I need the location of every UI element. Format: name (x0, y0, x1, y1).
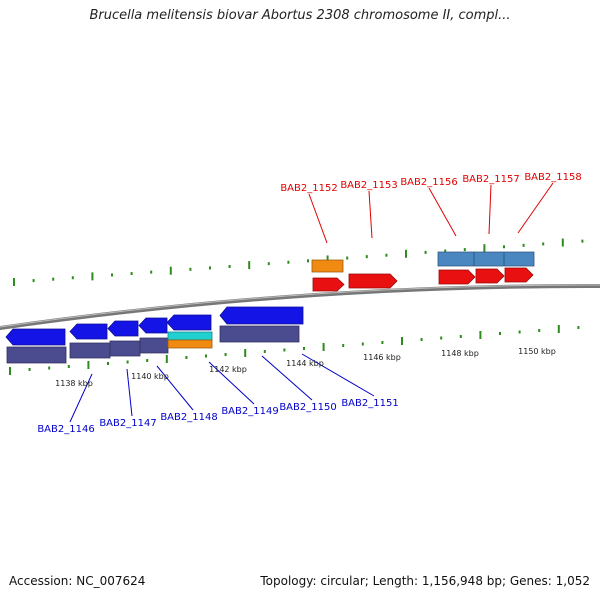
accession-text: Accession: NC_007624 (9, 574, 146, 588)
bottom-leader-line (208, 361, 255, 405)
gene-label-bottom: BAB2_1148 (160, 412, 217, 423)
gene-label-top: BAB2_1157 (462, 174, 519, 185)
red-gene-arrow (504, 267, 534, 283)
purple-gene-box (69, 342, 111, 359)
bottom-leader-line (126, 368, 133, 417)
lower-tick-track (9, 325, 580, 375)
top-leader-line (428, 187, 457, 237)
top-leader-line (517, 182, 554, 234)
gene-label-top: BAB2_1156 (400, 177, 457, 188)
kbp-label: 1138 kbp (55, 379, 93, 388)
orange-gene-box (167, 339, 213, 349)
gene-label-bottom: BAB2_1150 (279, 402, 336, 413)
purple-gene-box (6, 346, 67, 364)
red-gene-arrow (348, 273, 398, 289)
label-leader-lines (69, 182, 554, 423)
axis-line (0, 283, 600, 330)
blue-gene-arrow (69, 323, 108, 340)
map-title: Brucella melitensis biovar Abortus 2308 … (89, 8, 511, 23)
kbp-label: 1148 kbp (441, 349, 479, 358)
bottom-leader-line (69, 373, 93, 423)
blue-gene-arrow (166, 314, 212, 331)
bottom-leader-line (261, 355, 313, 401)
blue-gene-arrow (5, 328, 66, 346)
red-gene-arrow (312, 277, 345, 292)
kbp-label: 1144 kbp (286, 359, 324, 368)
gene-features (5, 251, 535, 364)
gene-label-top: BAB2_1153 (340, 180, 397, 191)
red-gene-arrow (475, 268, 505, 284)
bottom-leader-line (156, 365, 194, 411)
chromosome-axis (0, 283, 600, 330)
top-leader-line (488, 184, 492, 235)
purple-gene-box (109, 340, 141, 357)
purple-gene-box (219, 325, 300, 343)
steel-gene-box (437, 251, 535, 267)
top-leader-line (368, 190, 373, 239)
axis-highlight (0, 284, 600, 328)
purple-gene-box (139, 337, 169, 354)
gene-label-bottom: BAB2_1151 (341, 398, 398, 409)
kbp-labels: 1138 kbp 1140 kbp 1142 kbp 1144 kbp 1146 kbp… (55, 347, 556, 388)
bottom-leader-line (301, 353, 375, 397)
gene-label-bottom: BAB2_1146 (37, 424, 94, 435)
top-leader-line (308, 193, 328, 244)
kbp-label: 1140 kbp (131, 372, 169, 381)
gene-label-top: BAB2_1158 (524, 172, 581, 183)
gene-label-top: BAB2_1152 (280, 183, 337, 194)
cyan-gene-box (167, 331, 213, 341)
kbp-label: 1146 kbp (363, 353, 401, 362)
topology-text: Topology: circular; Length: 1,156,948 bp… (260, 574, 590, 588)
gene-label-bottom: BAB2_1149 (221, 406, 278, 417)
blue-gene-arrow (107, 320, 139, 337)
kbp-label: 1142 kbp (209, 365, 247, 374)
gene-label-bottom: BAB2_1147 (99, 418, 156, 429)
blue-gene-arrow (219, 306, 304, 325)
kbp-label: 1150 kbp (518, 347, 556, 356)
blue-gene-arrow (138, 317, 168, 334)
gene-labels: BAB2_1152 BAB2_1153 BAB2_1156 BAB2_1157 BAB2… (37, 172, 581, 435)
red-gene-arrow (438, 269, 476, 285)
orange-gene-box (311, 259, 344, 273)
